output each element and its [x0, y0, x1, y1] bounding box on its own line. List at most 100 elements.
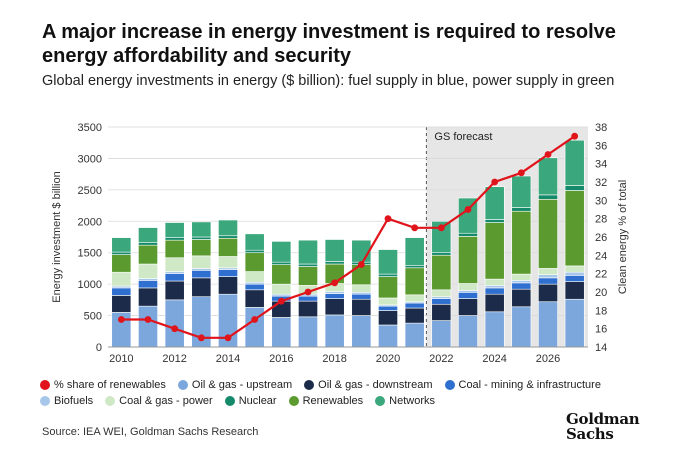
renewables-share-point: [251, 316, 259, 323]
bar-segment: [538, 301, 558, 348]
bar-segment: [511, 175, 532, 208]
renewables-share-point: [357, 261, 365, 268]
bar-segment: [191, 270, 212, 279]
y-tick-label: 2500: [78, 185, 102, 197]
bar-segment: [511, 210, 532, 275]
bar-segment: [538, 198, 558, 269]
legend-label: Coal - mining & infrastructure: [458, 379, 601, 391]
bar-segment: [244, 249, 265, 254]
bar-segment: [511, 306, 532, 348]
legend-item: Oil & gas - upstream: [177, 377, 292, 393]
logo-line-1: Goldman: [566, 410, 640, 428]
y-tick-label: 0: [96, 342, 102, 354]
bar-segment: [298, 316, 318, 348]
bar-segment: [191, 255, 212, 269]
bar-segment: [458, 292, 478, 299]
bar-segment: [111, 254, 132, 273]
bar-segment: [191, 236, 212, 240]
bar-segment: [564, 298, 585, 348]
bar-segment: [378, 249, 398, 275]
bar-segment: [324, 261, 345, 265]
bar-segment: [138, 244, 158, 265]
bar-segment: [378, 310, 398, 326]
bar-segment: [271, 264, 292, 285]
bar-segment: [324, 314, 345, 348]
y2-tick-label: 22: [595, 269, 607, 281]
bar-segment: [538, 268, 558, 276]
y2-tick-label: 36: [595, 140, 607, 152]
bar-segment: [218, 219, 238, 237]
bar-segment: [244, 289, 265, 308]
legend-label: Biofuels: [54, 395, 94, 407]
legend-item: Coal - mining & infrastructure: [444, 377, 601, 393]
bar-segment: [564, 275, 585, 282]
bar-segment: [191, 239, 212, 257]
bar-segment: [431, 289, 452, 298]
renewables-share-point: [197, 334, 205, 342]
chart-legend: % share of renewables Oil & gas - upstrea…: [40, 377, 620, 409]
y2-tick-label: 26: [595, 232, 607, 244]
bar-segment: [404, 322, 425, 348]
bar-segment: [431, 303, 452, 321]
renewables-share-point: [224, 334, 232, 342]
bar-segment: [164, 299, 185, 348]
bar-segment: [431, 298, 452, 305]
bar-segment: [564, 139, 585, 186]
legend-swatch: [444, 380, 455, 390]
legend-label: Renewables: [302, 395, 364, 407]
bar-segment: [431, 252, 452, 256]
renewables-share-point: [571, 132, 579, 140]
bar-segment: [511, 280, 532, 284]
x-tick-label: 2012: [162, 353, 186, 365]
bar-segment: [298, 266, 318, 286]
bar-segment: [111, 295, 132, 313]
bar-segment: [244, 271, 265, 283]
renewables-share-point: [517, 169, 525, 177]
y-tick-label: 3000: [78, 153, 102, 165]
bar-segment: [351, 293, 372, 300]
renewables-share-point: [117, 316, 125, 323]
bar-segment: [564, 265, 585, 273]
bar-segment: [511, 288, 532, 308]
legend-row-2: Biofuels Coal & gas - power Nuclear Renewab…: [40, 393, 620, 409]
source-note: Source: IEA WEI, Goldman Sachs Research: [42, 426, 259, 438]
bar-segment: [484, 222, 505, 280]
renewables-share-point: [491, 178, 499, 186]
bar-segment: [538, 157, 558, 196]
y2-axis-label: Clean energy % of total: [617, 180, 629, 294]
bar-segment: [271, 283, 292, 295]
renewables-share-point: [437, 224, 445, 232]
x-tick-label: 2010: [109, 353, 133, 365]
bar-segment: [271, 241, 292, 263]
renewables-share-line: [121, 135, 576, 339]
bar-segment: [164, 222, 185, 238]
bar-segment: [191, 221, 212, 238]
bar-segment: [218, 276, 238, 295]
bar-segment: [564, 281, 585, 300]
bar-segment: [484, 278, 505, 286]
bar-segment: [538, 283, 558, 303]
bar-segment: [244, 283, 265, 291]
y-axis-label: Energy investment $ billion: [51, 171, 63, 302]
bar-segment: [298, 300, 318, 318]
legend-swatch: [288, 396, 299, 406]
bar-segment: [298, 295, 318, 302]
bar-segment: [324, 293, 345, 299]
legend-item: Oil & gas - downstream: [304, 377, 433, 393]
legend-swatch: [40, 380, 50, 390]
renewables-share-point: [544, 151, 552, 158]
bar-segment: [351, 284, 372, 293]
bar-segment: [404, 307, 425, 324]
renewables-share-point: [411, 224, 419, 232]
bar-segment: [324, 239, 345, 262]
bar-segment: [324, 298, 345, 316]
legend-label: Oil & gas - downstream: [318, 379, 433, 391]
bar-segment: [138, 280, 158, 289]
bar-segment: [458, 315, 478, 348]
legend-item: Biofuels: [40, 393, 93, 409]
legend-swatch: [304, 380, 315, 390]
y-tick-label: 3500: [78, 122, 102, 134]
bar-segment: [431, 220, 452, 254]
legend-item: Networks: [375, 393, 435, 409]
x-tick-label: 2016: [269, 353, 293, 365]
